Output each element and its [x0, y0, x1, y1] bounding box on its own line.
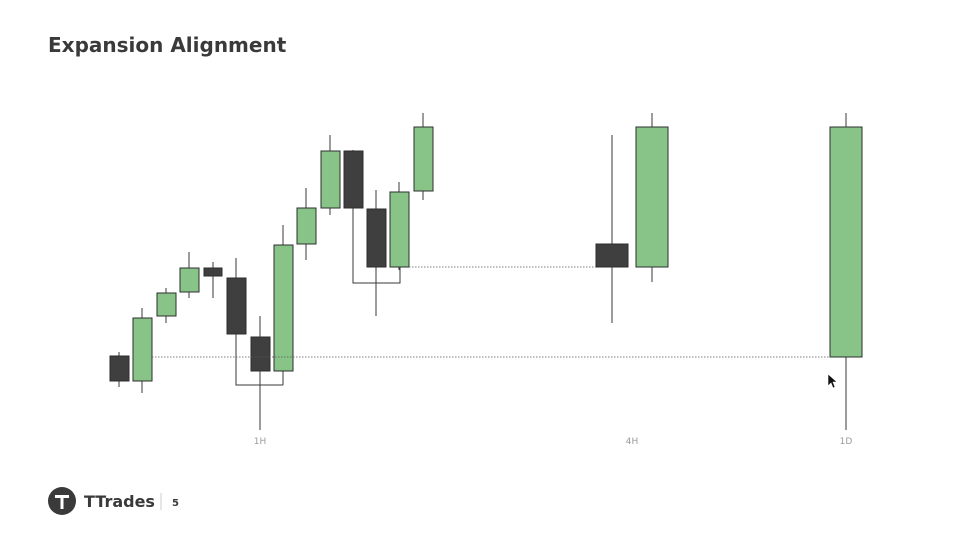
- timeframe-label: 1H: [254, 437, 267, 447]
- brand: TTrades: [84, 492, 155, 511]
- four-hour-candles: [595, 113, 669, 323]
- page-number: 5: [172, 498, 179, 509]
- timeframe-label: 1D: [840, 437, 853, 447]
- slide-title: Expansion Alignment: [48, 33, 287, 57]
- timeframe-label: 4H: [626, 437, 639, 447]
- daily-candle: [829, 113, 863, 430]
- footer: TTrades 5: [48, 487, 179, 515]
- cursor: [827, 373, 838, 389]
- one-hour-candles: [109, 113, 434, 430]
